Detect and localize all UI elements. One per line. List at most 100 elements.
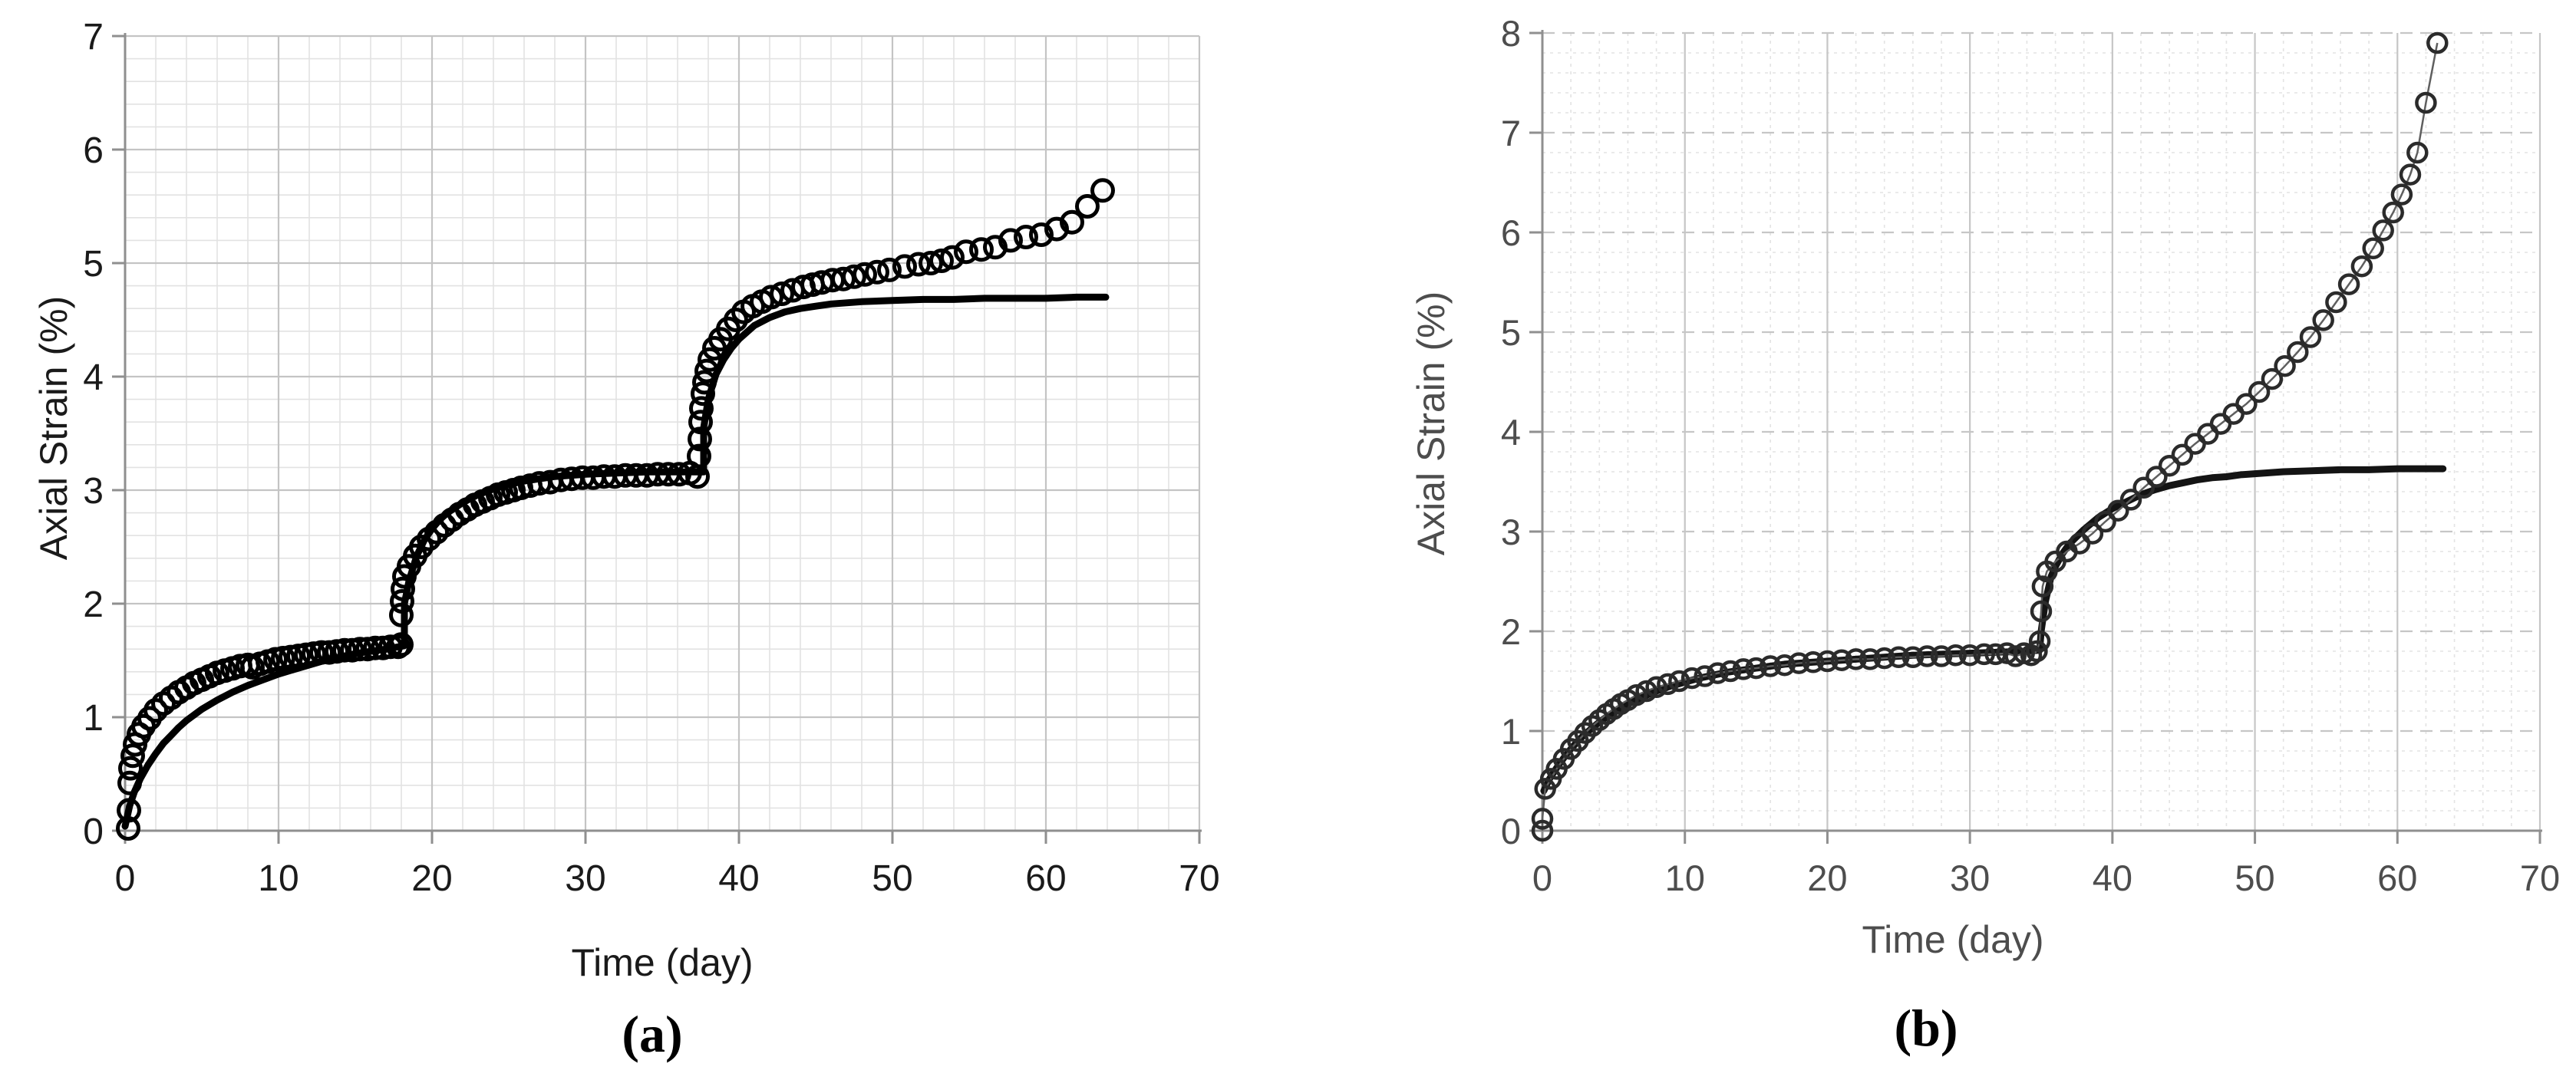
observed-point bbox=[691, 381, 715, 407]
observed-point bbox=[2146, 466, 2168, 488]
observed-point bbox=[378, 634, 403, 660]
observed-point bbox=[2274, 354, 2296, 377]
observed-point bbox=[2362, 237, 2384, 260]
x-tick-label: 50 bbox=[2235, 858, 2274, 898]
x-tick-label: 60 bbox=[2377, 858, 2417, 898]
observed-point bbox=[1681, 667, 1704, 690]
observed-point bbox=[1707, 662, 1729, 684]
y-tick-label: 0 bbox=[1501, 811, 1521, 851]
observed-point bbox=[667, 462, 691, 487]
observed-point bbox=[2081, 522, 2104, 545]
y-tick-label: 3 bbox=[83, 471, 104, 512]
y-tick-label: 3 bbox=[1501, 512, 1521, 552]
observed-point bbox=[116, 816, 140, 841]
x-tick-label: 70 bbox=[2520, 858, 2560, 898]
x-axis-title-a: Time (day) bbox=[571, 941, 754, 984]
observed-point bbox=[2026, 640, 2048, 663]
panel-caption-b: (b) bbox=[1894, 999, 1958, 1057]
observed-point bbox=[688, 426, 712, 452]
observed-point bbox=[2415, 91, 2437, 114]
x-tick-label: 10 bbox=[258, 858, 298, 899]
observed-point bbox=[2094, 510, 2116, 533]
observed-point bbox=[2248, 380, 2271, 403]
observed-point bbox=[2399, 163, 2422, 186]
chart-b-plot: 0 10 20 30 40 50 60 70 0 1 2 3 4 5 6 7 8 bbox=[1501, 13, 2560, 898]
model-line bbox=[1540, 465, 2447, 795]
observed-point bbox=[2158, 454, 2181, 477]
observed-point bbox=[698, 347, 722, 372]
y-tick-label: 7 bbox=[83, 17, 104, 58]
observed-point bbox=[389, 602, 414, 627]
y-tick-label: 6 bbox=[1501, 212, 1521, 253]
y-tick-label: 2 bbox=[83, 584, 104, 625]
observed-point bbox=[1830, 649, 1853, 671]
observed-point bbox=[1773, 654, 1796, 677]
x-tick-label: 20 bbox=[411, 858, 452, 899]
observed-point bbox=[687, 443, 711, 469]
observed-point bbox=[1014, 225, 1038, 249]
observed-point bbox=[424, 519, 449, 545]
observed-point bbox=[2028, 630, 2051, 653]
observed-point bbox=[1029, 222, 1054, 247]
observed-point bbox=[1075, 194, 1100, 219]
observed-point bbox=[117, 770, 142, 795]
observed-point bbox=[1719, 660, 1742, 683]
observed-point bbox=[1802, 651, 1825, 673]
observed-point bbox=[1845, 648, 1867, 670]
observed-point bbox=[391, 576, 415, 601]
observed-point bbox=[2299, 326, 2322, 348]
observed-point bbox=[2261, 367, 2284, 390]
y-tick-label: 4 bbox=[83, 357, 104, 398]
x-tick-label: 60 bbox=[1025, 858, 1066, 899]
y-tick-label: 5 bbox=[83, 244, 104, 285]
observed-point bbox=[1668, 670, 1690, 693]
observed-point bbox=[689, 396, 714, 421]
panel-a: 0 10 20 30 40 50 60 70 0 1 2 3 4 5 6 7 Axial Strain (%)… bbox=[32, 17, 1220, 1063]
observed-point bbox=[1930, 645, 1953, 667]
y-tick-label: 6 bbox=[83, 130, 104, 171]
observed-point bbox=[929, 249, 954, 273]
observed-point bbox=[2119, 489, 2142, 511]
observed-point bbox=[2325, 291, 2347, 314]
observed-point bbox=[1635, 680, 1657, 703]
observed-point bbox=[1732, 658, 1755, 680]
chart-a-plot: 0 10 20 30 40 50 60 70 0 1 2 3 4 5 6 7 bbox=[83, 17, 1219, 899]
observed-point bbox=[969, 237, 994, 262]
observed-point bbox=[688, 410, 713, 435]
observed-point bbox=[118, 756, 143, 781]
x-tick-label: 0 bbox=[1532, 858, 1552, 898]
observed-point bbox=[2031, 575, 2054, 598]
observed-point bbox=[2406, 141, 2429, 164]
observed-point bbox=[724, 308, 748, 332]
observed-point bbox=[1657, 673, 1679, 696]
x-tick-label: 50 bbox=[872, 858, 912, 899]
observed-point bbox=[2312, 309, 2334, 331]
y-axis-title-b: Axial Strain (%) bbox=[1410, 291, 1453, 556]
observed-point bbox=[906, 252, 931, 277]
observed-point bbox=[1574, 722, 1596, 744]
observed-point bbox=[2171, 443, 2194, 466]
y-tick-label: 1 bbox=[1501, 711, 1521, 752]
observed-point bbox=[998, 228, 1023, 253]
observed-point bbox=[409, 535, 434, 559]
y-tick-label: 0 bbox=[83, 812, 104, 852]
panel-b: 0 10 20 30 40 50 60 70 0 1 2 3 4 5 6 7 8 Axial Strain (%… bbox=[1304, 0, 2576, 1080]
observed-point bbox=[2235, 393, 2258, 415]
observed-point bbox=[332, 637, 357, 663]
observed-point bbox=[877, 257, 902, 282]
observed-point bbox=[1645, 676, 1667, 699]
observed-point bbox=[1973, 643, 1995, 666]
x-tick-label: 0 bbox=[115, 858, 136, 899]
observed-point bbox=[694, 358, 719, 384]
x-tick-label: 40 bbox=[2093, 858, 2132, 898]
observed-point bbox=[919, 251, 943, 275]
observed-point bbox=[1944, 644, 1967, 667]
x-tick-label: 70 bbox=[1179, 858, 1219, 899]
observed-point bbox=[348, 637, 372, 662]
observed-point bbox=[363, 635, 388, 660]
observed-connector bbox=[1541, 42, 2439, 831]
observed-point bbox=[143, 698, 168, 723]
observed-point bbox=[892, 254, 917, 279]
observed-point bbox=[1873, 647, 1895, 670]
observed-point bbox=[940, 245, 965, 270]
